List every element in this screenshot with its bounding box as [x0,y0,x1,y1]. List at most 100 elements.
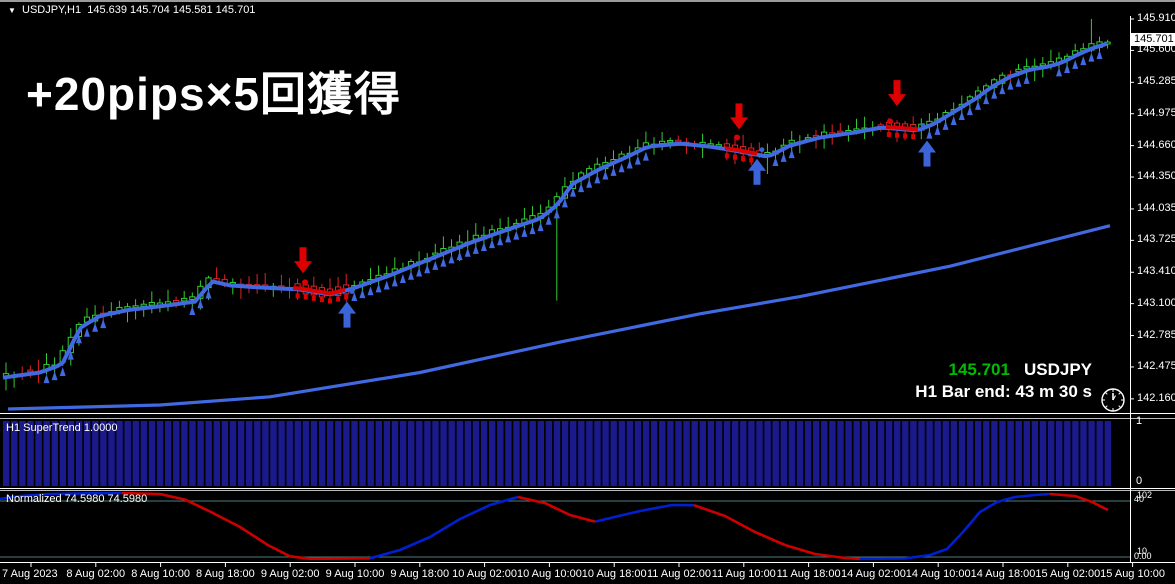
sell-arrow-shaft [893,80,901,95]
supertrend-bar [667,421,674,486]
ribbon-mark-blue [84,327,90,337]
supertrend-bar [399,421,407,486]
supertrend-bar [756,421,763,486]
candle-body [189,296,196,300]
ribbon-mark-blue [448,254,455,264]
supertrend-bar [173,421,180,486]
supertrend-bar [229,421,237,486]
supertrend-bar [237,421,245,486]
ribbon-mark-blue [456,251,463,261]
ribbon-mark-blue [966,106,973,116]
ribbon-mark-blue [399,274,406,284]
ribbon-mark-blue [375,283,382,293]
supertrend-bar [715,421,723,486]
supertrend-bar [1031,421,1039,486]
supertrend-bar [983,421,990,486]
chart-title-bar[interactable]: ▼ USDJPY,H1 145.639 145.704 145.581 145.… [0,2,1175,18]
price-axis-label: 142.160 [1137,391,1175,404]
oscillator-line-red [693,503,861,561]
supertrend-dot-blue [759,147,765,153]
supertrend-bar [100,421,107,486]
supertrend-bar [529,421,536,486]
ribbon-mark-blue [51,371,58,381]
supertrend-bar [699,421,706,486]
supertrend-bar [521,421,528,486]
supertrend-bar [999,421,1006,486]
time-axis-label: 11 Aug 10:00 [711,568,776,580]
candle-body [148,302,155,306]
ribbon-mark-blue [359,289,366,299]
ribbon-mark-blue [383,280,390,290]
supertrend-bar [383,421,391,486]
ribbon-mark-blue [553,209,560,219]
supertrend-bar [108,421,115,486]
supertrend-bar [845,421,852,486]
supertrend-bar [966,421,974,486]
ribbon-mark-blue [75,334,82,344]
buy-arrow-icon [338,301,356,314]
ribbon-mark-red [344,294,349,300]
supertrend-bar [610,421,617,486]
supertrend-bar [189,421,196,486]
ribbon-mark-red [303,294,308,300]
ribbon-mark-blue [489,239,495,249]
ribbon-mark-blue [497,236,504,246]
ribbon-mark-blue [570,187,576,197]
time-axis-label: 11 Aug 02:00 [646,568,712,580]
supertrend-bar [489,421,496,486]
supertrend-bar [813,421,820,486]
ribbon-mark-blue [1023,74,1030,84]
supertrend-bar [877,421,885,486]
ribbon-mark-blue [505,233,512,243]
supertrend-bar [11,421,18,486]
oscillator-line-blue [369,495,519,560]
supertrend-bar [181,421,188,486]
supertrend-bar [634,421,642,486]
time-axis-label: 8 Aug 18:00 [196,568,255,580]
ribbon-mark-blue [578,183,585,193]
quote-price: 145.701 [948,360,1010,379]
supertrend-bar [456,421,463,486]
chart-dropdown-icon[interactable]: ▼ [8,6,16,15]
supertrend-bar [545,421,553,486]
supertrend-bar [294,421,301,486]
supertrend-bar [140,421,148,486]
clock-icon [1101,388,1125,412]
supertrend-bar [84,421,91,486]
supertrend-bar [148,421,156,486]
ribbon-mark-blue [926,129,933,139]
supertrend-bar [270,421,277,486]
supertrend-panel-label: H1 SuperTrend 1.0000 [6,422,118,434]
ribbon-mark-blue [472,244,479,254]
ribbon-mark-blue [197,299,204,309]
ribbon-mark-blue [618,163,625,173]
supertrend-bar [578,421,585,486]
supertrend-bar [205,421,212,486]
ribbon-mark-blue [408,270,414,280]
supertrend-bar [723,421,731,486]
ribbon-mark-blue [561,198,568,208]
ribbon-mark-blue [43,374,50,384]
supertrend-bar [642,421,650,486]
time-axis-label: 7 Aug 2023 [2,568,58,580]
buy-arrow-shaft [343,313,351,328]
ribbon-mark-blue [586,178,593,188]
supertrend-bar [448,421,455,486]
normalized-axis-bottom-overlap: 0.00 [1134,551,1152,561]
price-axis-label: 142.785 [1137,328,1175,341]
supertrend-bar [513,421,520,486]
ribbon-mark-red [336,296,341,302]
supertrend-bar [918,421,925,486]
supertrend-bar [440,421,447,486]
ribbon-mark-blue [1007,80,1014,90]
ribbon-mark-blue [513,230,520,240]
ribbon-mark-blue [424,264,431,274]
current-price-badge: 145.701 [1131,33,1175,46]
ribbon-mark-blue [602,170,609,180]
supertrend-bar [1096,421,1103,486]
trend-ribbon-blue [2,41,1108,380]
ribbon-mark-blue [934,125,941,135]
supertrend-bar [821,421,828,486]
supertrend-bar [732,421,739,486]
